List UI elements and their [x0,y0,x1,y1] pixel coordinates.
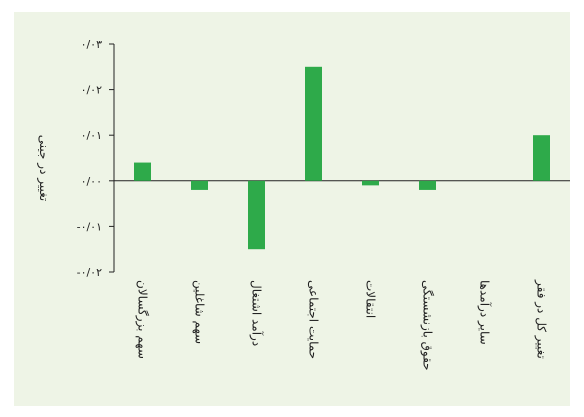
bar-1 [134,162,151,181]
bar-chart: -۰/۰۲ -۰/۰۱ ۰/۰۰ ۰/۰۱ ۰/۰۲ ۰/۰۳ سهم بزرگسالان… [36,38,570,371]
chart-figure: -۰/۰۲ -۰/۰۱ ۰/۰۰ ۰/۰۱ ۰/۰۲ ۰/۰۳ سهم بزرگسالان… [14,12,570,406]
bar-3 [248,180,265,250]
axes-layer: -۰/۰۲ -۰/۰۱ ۰/۰۰ ۰/۰۱ ۰/۰۲ ۰/۰۳ [77,38,570,279]
y-axis-title: تغییر در جینی [36,135,51,201]
category-label: تغییر کل در فقر [534,279,549,359]
y-tick-label: -۰/۰۲ [77,266,102,279]
category-label: سهم شاغلین [192,280,207,344]
y-tick-label: ۰/۰۱ [81,129,102,142]
bars-layer [134,66,550,250]
category-label: سایر درآمدها [477,280,493,345]
category-label: حقوق بازنشستگی [420,280,435,371]
bar-4 [305,66,322,181]
category-label: سهم بزرگسالان [135,280,150,359]
labels-layer: سهم بزرگسالان سهم شاغلین درآمد اشتغال حمایت… [135,279,549,371]
bar-5 [362,180,379,186]
y-tick-label: -۰/۰۱ [77,220,102,233]
category-label: حمایت اجتماعی [307,280,321,359]
y-tick-label: ۰/۰۲ [81,84,103,97]
y-tick-label: ۰/۰۰ [81,175,102,188]
bar-2 [191,180,208,190]
category-label: انتقالات [364,280,378,318]
bar-6 [419,180,436,190]
y-tick-label: ۰/۰۳ [81,38,103,51]
category-label: درآمد اشتغال [249,280,265,346]
bar-8 [533,135,550,181]
